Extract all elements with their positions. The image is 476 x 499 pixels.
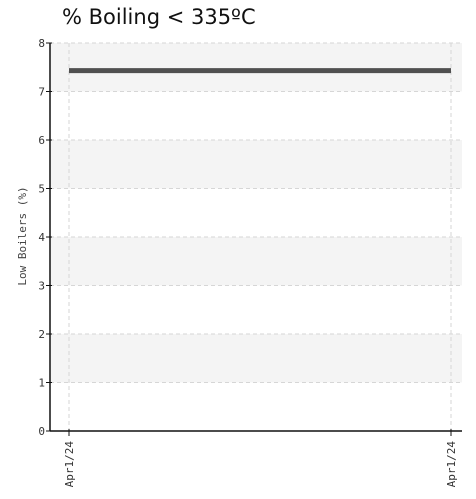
- y-tick-label: 7: [38, 85, 45, 98]
- y-tick-label: 8: [38, 37, 45, 50]
- plot-band: [50, 334, 462, 383]
- axes: [46, 42, 462, 436]
- grid-lines: [50, 42, 462, 431]
- chart-title: % Boiling < 335ºC: [62, 5, 256, 29]
- plot-band: [50, 43, 462, 92]
- x-tick-label: Apr1/24: [63, 441, 76, 488]
- y-tick-label: 0: [38, 425, 45, 438]
- y-tick-label: 5: [38, 182, 45, 195]
- x-tick-label: Apr1/24: [445, 441, 458, 488]
- y-tick-label: 4: [38, 231, 45, 244]
- y-tick-label: 2: [38, 328, 45, 341]
- plot-bands: [50, 43, 462, 383]
- y-tick-label: 3: [38, 279, 45, 292]
- plot-band: [50, 140, 462, 189]
- y-axis-title: Low Boilers (%): [16, 186, 29, 285]
- y-tick-label: 6: [38, 134, 45, 147]
- y-tick-label: 1: [38, 376, 45, 389]
- plot-band: [50, 237, 462, 286]
- tick-labels: 0 1 2 3 4 5 6 7 8 Apr1/24 Apr1/24: [38, 37, 457, 488]
